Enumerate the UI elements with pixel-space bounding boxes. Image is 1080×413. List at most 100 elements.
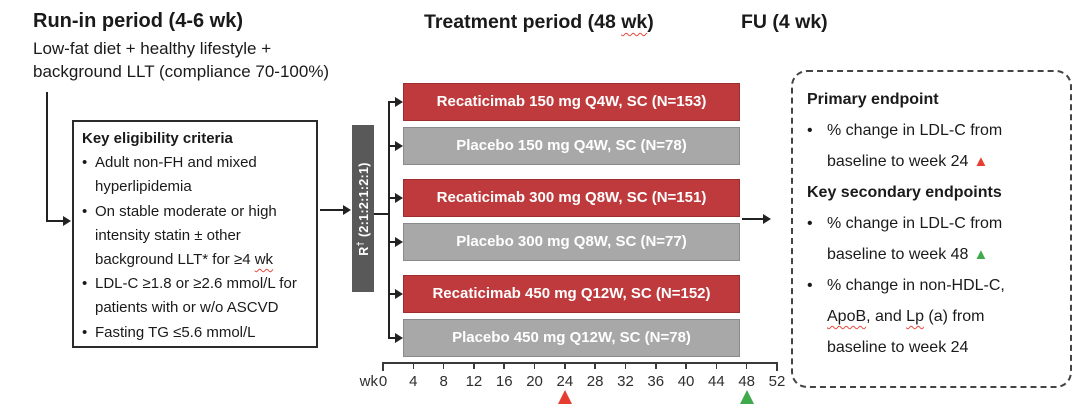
axis-tick-label: 4 [409,373,418,390]
branch-arrowhead-icon [395,141,403,151]
secondary-endpoint-item-ldlc48: • % change in LDL-C from baseline to wee… [807,208,1060,270]
eligibility-to-randomization-arrowhead-icon [343,205,351,215]
eligibility-item-line: On stable moderate or high [95,202,277,220]
bullet-icon: • [807,277,813,294]
axis-tick-mark [564,362,566,369]
run-in-period-title: Run-in period (4-6 wk) [33,10,243,32]
bullet-icon: • [82,275,88,293]
endpoint-line-text: baseline to week 24 [827,153,969,170]
endpoint-line: baseline to week 24 [827,339,969,356]
eligibility-item-line-wk: wk [254,251,274,269]
axis-tick-label: 12 [465,373,483,390]
randomization-ratio: (2:1:2:1:2:1) [357,161,372,237]
week24-red-triangle-icon: ▲ [973,153,989,170]
arms-to-endpoints-arrowhead-icon [763,214,771,224]
arm-bar-label: Recaticimab 300 mg Q8W, SC (N=151) [436,189,707,206]
axis-tick-label: 44 [708,373,725,390]
treatment-title-suffix: ) [647,11,654,33]
axis-tick-label: 48 [738,373,756,390]
arm-bar-label: Placebo 150 mg Q4W, SC (N=78) [456,137,687,154]
endpoint-line: ApoB, and Lp (a) from [827,301,1060,332]
arm-bar-placebo-150: Placebo 150 mg Q4W, SC (N=78) [403,127,740,165]
eligibility-to-randomization-connector [320,209,344,211]
run-in-connector-vertical [46,92,48,222]
randomization-footnote-marker: † [354,240,365,246]
bullet-icon: • [807,122,813,139]
branch-connector [388,101,396,103]
axis-tick-label: 40 [677,373,695,390]
axis-tick-mark [685,362,687,369]
endpoints-panel: Primary endpoint • % change in LDL-C fro… [791,70,1072,388]
arms-to-endpoints-connector [742,218,764,220]
treatment-title-wk: wk [621,11,648,33]
arm-bar-label: Recaticimab 450 mg Q12W, SC (N=152) [432,285,711,302]
axis-tick-label: 16 [495,373,513,390]
axis-tick-label: 24 [556,373,574,390]
endpoint-line: % change in LDL-C from [827,215,1003,232]
endpoint-line: baseline to week 48 ▲ [827,239,1060,270]
branch-arrowhead-icon [395,333,403,343]
axis-tick-mark [624,362,627,369]
eligibility-item-tg: • Fasting TG ≤5.6 mmol/L [82,321,310,345]
primary-endpoint-item: • % change in LDL-C from baseline to wee… [807,115,1060,177]
randomization-label: R† (2:1:2:1:2:1) [355,162,371,255]
follow-up-period-title: FU (4 wk) [741,11,828,33]
axis-tick-mark [654,362,657,369]
axis-green-triangle-icon [739,390,754,404]
branch-connector [388,197,396,199]
endpoint-line-text: baseline to week 48 [827,246,969,263]
randomization-rail-connector [388,101,390,339]
branch-arrowhead-icon [395,97,403,107]
treatment-title-prefix: Treatment period (48 [424,11,622,33]
arm-bar-label: Recaticimab 150 mg Q4W, SC (N=153) [436,93,707,110]
axis-tick-label: 0 [378,373,388,390]
axis-red-triangle-icon [557,390,572,404]
axis-tick-mark [382,362,384,371]
axis-tick-mark [473,362,475,369]
bullet-icon: • [82,323,88,341]
branch-connector [388,293,396,295]
axis-tick-mark [745,362,748,369]
eligibility-item-line: intensity statin ± other [95,226,241,244]
endpoint-line: baseline to week 24 ▲ [827,146,1060,177]
run-in-subtitle-line2: background LLT (compliance 70-100%) [33,62,330,81]
randomization-stub-connector [374,213,388,215]
axis-tick-mark [442,362,445,369]
eligibility-criteria-box: Key eligibility criteria • Adult non-FH … [72,120,318,348]
axis-tick-label: 36 [647,373,665,390]
axis-tick-mark [412,362,415,369]
arm-bar-label: Placebo 300 mg Q8W, SC (N=77) [456,233,687,250]
secondary-endpoint-item-nonhdlc: • % change in non-HDL-C, ApoB, and Lp (a… [807,270,1060,363]
arm-bar-placebo-300: Placebo 300 mg Q8W, SC (N=77) [403,223,740,261]
branch-connector [388,241,396,243]
bullet-icon: • [82,154,88,172]
secondary-endpoints-title: Key secondary endpoints [807,184,1002,201]
branch-connector [388,145,396,147]
eligibility-item-line: hyperlipidemia [95,178,192,196]
treatment-period-title: Treatment period (48 wk) [424,11,654,34]
axis-tick-mark [776,362,778,371]
arm-bar-placebo-450: Placebo 450 mg Q12W, SC (N=78) [403,319,740,357]
eligibility-item-line: LDL-C ≥1.8 or ≥2.6 mmol/L for [95,275,297,293]
arm-bar-label: Placebo 450 mg Q12W, SC (N=78) [452,329,691,346]
primary-endpoint-title: Primary endpoint [807,91,939,108]
eligibility-item-line: Adult non-FH and mixed [95,154,257,172]
eligibility-item-ldlc: • LDL-C ≥1.8 or ≥2.6 mmol/L for patients… [82,272,310,320]
axis-unit-label: wk [359,373,378,390]
eligibility-item-nonfh: • Adult non-FH and mixed hyperlipidemia [82,151,310,199]
axis-tick-label: 32 [617,373,634,390]
eligibility-item-line: patients with or w/o ASCVD [95,299,279,317]
eligibility-title: Key eligibility criteria [82,130,233,147]
run-in-arrowhead-icon [63,216,71,226]
axis-tick-label: 28 [586,373,604,390]
axis-tick-mark [594,362,596,369]
branch-arrowhead-icon [395,193,403,203]
eligibility-item-line-part: background LLT* for ≥4 [95,251,255,269]
axis-tick-label: 8 [439,373,448,390]
endpoint-line-lp: Lp [906,308,924,325]
eligibility-item-statin: • On stable moderate or high intensity s… [82,200,310,273]
endpoint-line: % change in LDL-C from [827,122,1003,139]
run-in-subtitle-line1: Low-fat diet + healthy lifestyle + [33,39,272,58]
branch-arrowhead-icon [395,289,403,299]
